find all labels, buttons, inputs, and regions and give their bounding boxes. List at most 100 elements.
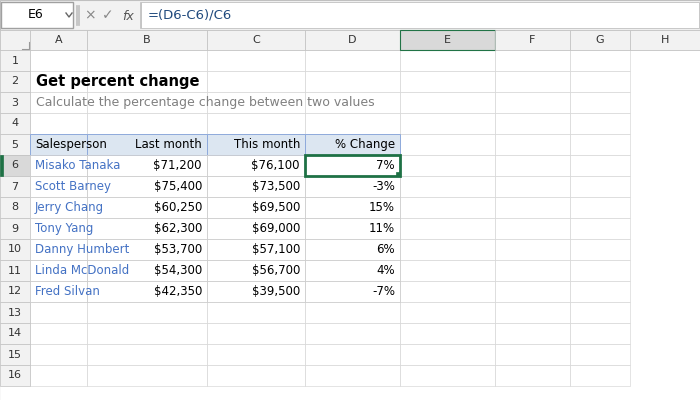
- Bar: [30, 197, 87, 218]
- Bar: [305, 323, 400, 344]
- Bar: [495, 365, 570, 386]
- Text: $42,350: $42,350: [153, 285, 202, 298]
- Bar: [87, 344, 207, 365]
- Bar: [495, 323, 570, 344]
- Bar: [305, 176, 400, 197]
- Text: Jerry Chang: Jerry Chang: [35, 201, 104, 214]
- Bar: [0, 71, 30, 92]
- Bar: [495, 30, 570, 50]
- Bar: [87, 134, 207, 155]
- Bar: [207, 30, 305, 50]
- Text: $71,200: $71,200: [153, 159, 202, 172]
- Bar: [30, 281, 87, 302]
- Bar: [495, 239, 570, 260]
- Bar: [0, 0, 700, 30]
- Bar: [30, 281, 87, 302]
- Bar: [0, 239, 30, 260]
- Bar: [570, 218, 630, 239]
- Bar: [30, 260, 87, 281]
- Bar: [570, 281, 630, 302]
- Bar: [0, 323, 30, 344]
- Bar: [305, 134, 400, 155]
- Bar: [87, 365, 207, 386]
- Bar: [207, 239, 305, 260]
- Text: 15%: 15%: [369, 201, 395, 214]
- Bar: [207, 176, 305, 197]
- Bar: [30, 71, 87, 92]
- Bar: [570, 50, 630, 71]
- Bar: [87, 113, 207, 134]
- Bar: [207, 344, 305, 365]
- Bar: [0, 155, 30, 176]
- Bar: [30, 134, 87, 155]
- Bar: [0, 134, 30, 155]
- Bar: [30, 344, 87, 365]
- Bar: [570, 323, 630, 344]
- Bar: [305, 260, 400, 281]
- Bar: [207, 134, 305, 155]
- Text: 15: 15: [8, 350, 22, 360]
- Bar: [207, 197, 305, 218]
- Text: 6%: 6%: [377, 243, 395, 256]
- Bar: [30, 155, 87, 176]
- Bar: [400, 92, 495, 113]
- Bar: [87, 239, 207, 260]
- Text: 16: 16: [8, 370, 22, 380]
- Text: -7%: -7%: [372, 285, 395, 298]
- Bar: [207, 176, 305, 197]
- Text: E6: E6: [28, 8, 44, 22]
- Bar: [87, 176, 207, 197]
- Bar: [570, 134, 630, 155]
- Bar: [207, 323, 305, 344]
- Text: $60,250: $60,250: [153, 201, 202, 214]
- Text: $75,400: $75,400: [153, 180, 202, 193]
- Bar: [305, 239, 400, 260]
- Bar: [30, 92, 87, 113]
- Bar: [400, 344, 495, 365]
- Bar: [396, 172, 400, 176]
- Bar: [0, 50, 30, 71]
- Bar: [400, 281, 495, 302]
- Text: 7%: 7%: [377, 159, 395, 172]
- Bar: [495, 50, 570, 71]
- Text: Linda McDonald: Linda McDonald: [35, 264, 130, 277]
- Bar: [305, 218, 400, 239]
- Bar: [30, 365, 87, 386]
- Bar: [305, 260, 400, 281]
- Text: 8: 8: [11, 202, 19, 212]
- Bar: [30, 260, 87, 281]
- Bar: [305, 71, 400, 92]
- Bar: [0, 218, 30, 239]
- Bar: [400, 176, 495, 197]
- Bar: [30, 197, 87, 218]
- Text: ✓: ✓: [102, 8, 114, 22]
- Text: % Change: % Change: [335, 138, 395, 151]
- Bar: [305, 134, 400, 155]
- Text: E: E: [444, 35, 451, 45]
- Text: $62,300: $62,300: [153, 222, 202, 235]
- Bar: [570, 302, 630, 323]
- Bar: [30, 302, 87, 323]
- Bar: [305, 50, 400, 71]
- Bar: [305, 30, 400, 50]
- Text: Get percent change: Get percent change: [36, 74, 199, 89]
- Bar: [400, 365, 495, 386]
- Text: $56,700: $56,700: [251, 264, 300, 277]
- Bar: [495, 113, 570, 134]
- Bar: [305, 155, 400, 176]
- Bar: [141, 2, 699, 28]
- Text: $57,100: $57,100: [251, 243, 300, 256]
- Bar: [30, 113, 87, 134]
- Text: 4%: 4%: [377, 264, 395, 277]
- Text: 13: 13: [8, 308, 22, 318]
- Bar: [305, 197, 400, 218]
- Bar: [0, 92, 30, 113]
- Bar: [305, 113, 400, 134]
- Bar: [570, 113, 630, 134]
- Text: -3%: -3%: [372, 180, 395, 193]
- Text: 7: 7: [11, 182, 19, 192]
- Text: 12: 12: [8, 286, 22, 296]
- Text: 9: 9: [11, 224, 19, 234]
- Bar: [207, 155, 305, 176]
- Bar: [305, 344, 400, 365]
